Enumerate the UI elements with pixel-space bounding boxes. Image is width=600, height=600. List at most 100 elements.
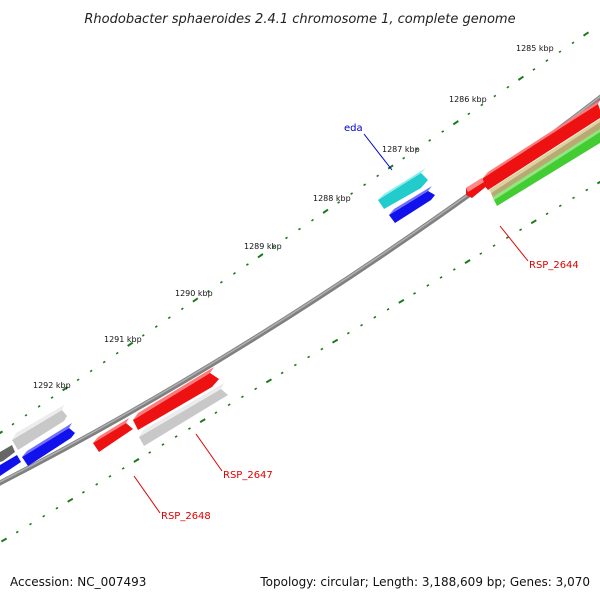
rsp-2647-connector [195, 433, 223, 472]
inner-ring-tick [29, 522, 32, 526]
outer-ring-tick [517, 75, 524, 81]
outer-ring-tick [441, 130, 445, 133]
inner-ring-tick [585, 188, 589, 192]
inner-ring-tick [346, 331, 350, 335]
gene-blue-eda[interactable] [389, 191, 435, 223]
gene-rsp-2648-group[interactable] [93, 418, 133, 452]
outer-ring-tick [37, 405, 41, 408]
gene-eda-cyan[interactable] [378, 173, 428, 209]
outer-ring-tick [272, 245, 275, 249]
outer-ring-tick [102, 360, 106, 364]
inner-ring-tick [492, 244, 496, 247]
chromosome-backbone-highlight [0, 95, 600, 483]
gene-red-small-arrow[interactable] [466, 178, 488, 198]
outer-ring-tick [0, 430, 4, 435]
outer-ring-tick [480, 103, 484, 107]
inner-ring-tick [214, 411, 218, 414]
gene-gray-left[interactable] [12, 410, 67, 450]
outer-ring-tick [167, 316, 171, 320]
outer-ring-tick [337, 201, 341, 204]
outer-ring-tick [285, 236, 288, 240]
gene-blue-left-top [22, 423, 72, 457]
outer-ring-tick [582, 31, 590, 37]
outer-ring-tick [322, 208, 329, 214]
gene-label-rsp-2647[interactable]: RSP_2647 [223, 470, 273, 481]
outer-ring-tick [402, 156, 406, 160]
outer-ring-tick [257, 253, 264, 259]
gene-label-rsp-2648[interactable]: RSP_2648 [161, 511, 211, 522]
tick-label-1286: 1286 kbp [449, 95, 487, 104]
outer-ring-tick [350, 192, 354, 195]
inner-ring-tick [95, 483, 99, 486]
inner-ring-tick [148, 451, 152, 454]
inner-ring-tick [293, 363, 297, 367]
gene-gray-left-top [12, 405, 64, 440]
gene-rsp-2647-group[interactable] [133, 367, 228, 446]
gene-blue-left[interactable] [22, 428, 75, 466]
outer-ring-tick [311, 218, 314, 222]
gene-red-rsp-2647[interactable] [133, 373, 219, 430]
map-title: Rhodobacter sphaeroides 2.4.1 chromosome… [84, 12, 515, 27]
gene-gray-rsp-2647-top [139, 383, 224, 437]
outer-ring-tick [11, 422, 15, 426]
inner-ring-tick [596, 180, 600, 185]
tick-label-1288: 1288 kbp [313, 194, 351, 203]
outer-ring-tick [180, 307, 184, 311]
inner-ring-tick [81, 490, 85, 494]
gene-red-long-upper[interactable] [483, 104, 600, 190]
outer-ring-tick [387, 164, 394, 170]
tick-label-1290: 1290 kbp [175, 289, 213, 298]
inner-ring-tick [0, 537, 8, 543]
inner-ring-tick [108, 475, 112, 478]
outer-ring-tick [245, 263, 249, 266]
inner-ring-tick [558, 204, 562, 208]
gene-label-rsp-2644[interactable]: RSP_2644 [529, 260, 579, 271]
inner-ring-tick [373, 315, 377, 319]
gene-red-rsp-2648[interactable] [93, 423, 133, 452]
gene-green[interactable] [494, 132, 600, 206]
inner-ring-tick [464, 259, 471, 264]
inner-ring-tick [121, 467, 125, 470]
inner-ring-tick [452, 268, 456, 271]
tick-label-1292: 1292 kbp [33, 381, 71, 390]
outer-ring-tick [415, 147, 419, 151]
outer-ring-tick [571, 41, 575, 45]
outer-ring-tick [192, 297, 199, 303]
outer-ring-tick [467, 112, 471, 116]
inner-ring-tick [265, 378, 273, 384]
gene-darkgray-left[interactable] [0, 445, 15, 462]
inner-ring-tick [530, 219, 537, 225]
outer-ring-tick [89, 369, 93, 373]
gene-tan[interactable] [491, 122, 600, 200]
gene-left-edge-group[interactable] [0, 405, 75, 476]
inner-ring-tick [320, 347, 324, 351]
gene-red-rsp-2648-top [93, 418, 129, 443]
tick-label-1289: 1289 kbp [244, 242, 282, 251]
outer-ring-tick [298, 227, 301, 231]
inner-ring-tick [188, 427, 191, 430]
gene-blue-left-edge[interactable] [0, 455, 21, 476]
inner-ring-tick [572, 196, 575, 200]
gene-gray-rsp-2647[interactable] [139, 389, 228, 446]
inner-ring-tick [67, 497, 74, 503]
inner-ring-tick [55, 506, 59, 510]
outer-ring-tick [452, 120, 459, 126]
outer-ring-tick [62, 386, 69, 392]
outer-ring-tick [141, 334, 145, 337]
outer-ring-tick [232, 272, 236, 275]
gene-eda-group[interactable] [378, 168, 435, 223]
gene-red-small-arrow-top [466, 178, 484, 192]
gene-rsp-2644-group[interactable] [466, 100, 600, 206]
rsp-2648-connector [133, 475, 161, 514]
outer-ring-tick [154, 325, 158, 328]
gene-label-eda[interactable]: eda [344, 123, 363, 134]
outer-ring-tick [219, 280, 223, 284]
outer-ring-tick [558, 50, 562, 54]
inner-ring-tick [15, 530, 19, 534]
inner-ring-tick [386, 308, 390, 311]
inner-ring-tick [413, 292, 416, 295]
outer-tick-ring [0, 31, 590, 435]
inner-ring-tick [519, 228, 523, 232]
gene-blue-eda-top [389, 186, 432, 215]
outer-ring-tick [506, 85, 510, 89]
